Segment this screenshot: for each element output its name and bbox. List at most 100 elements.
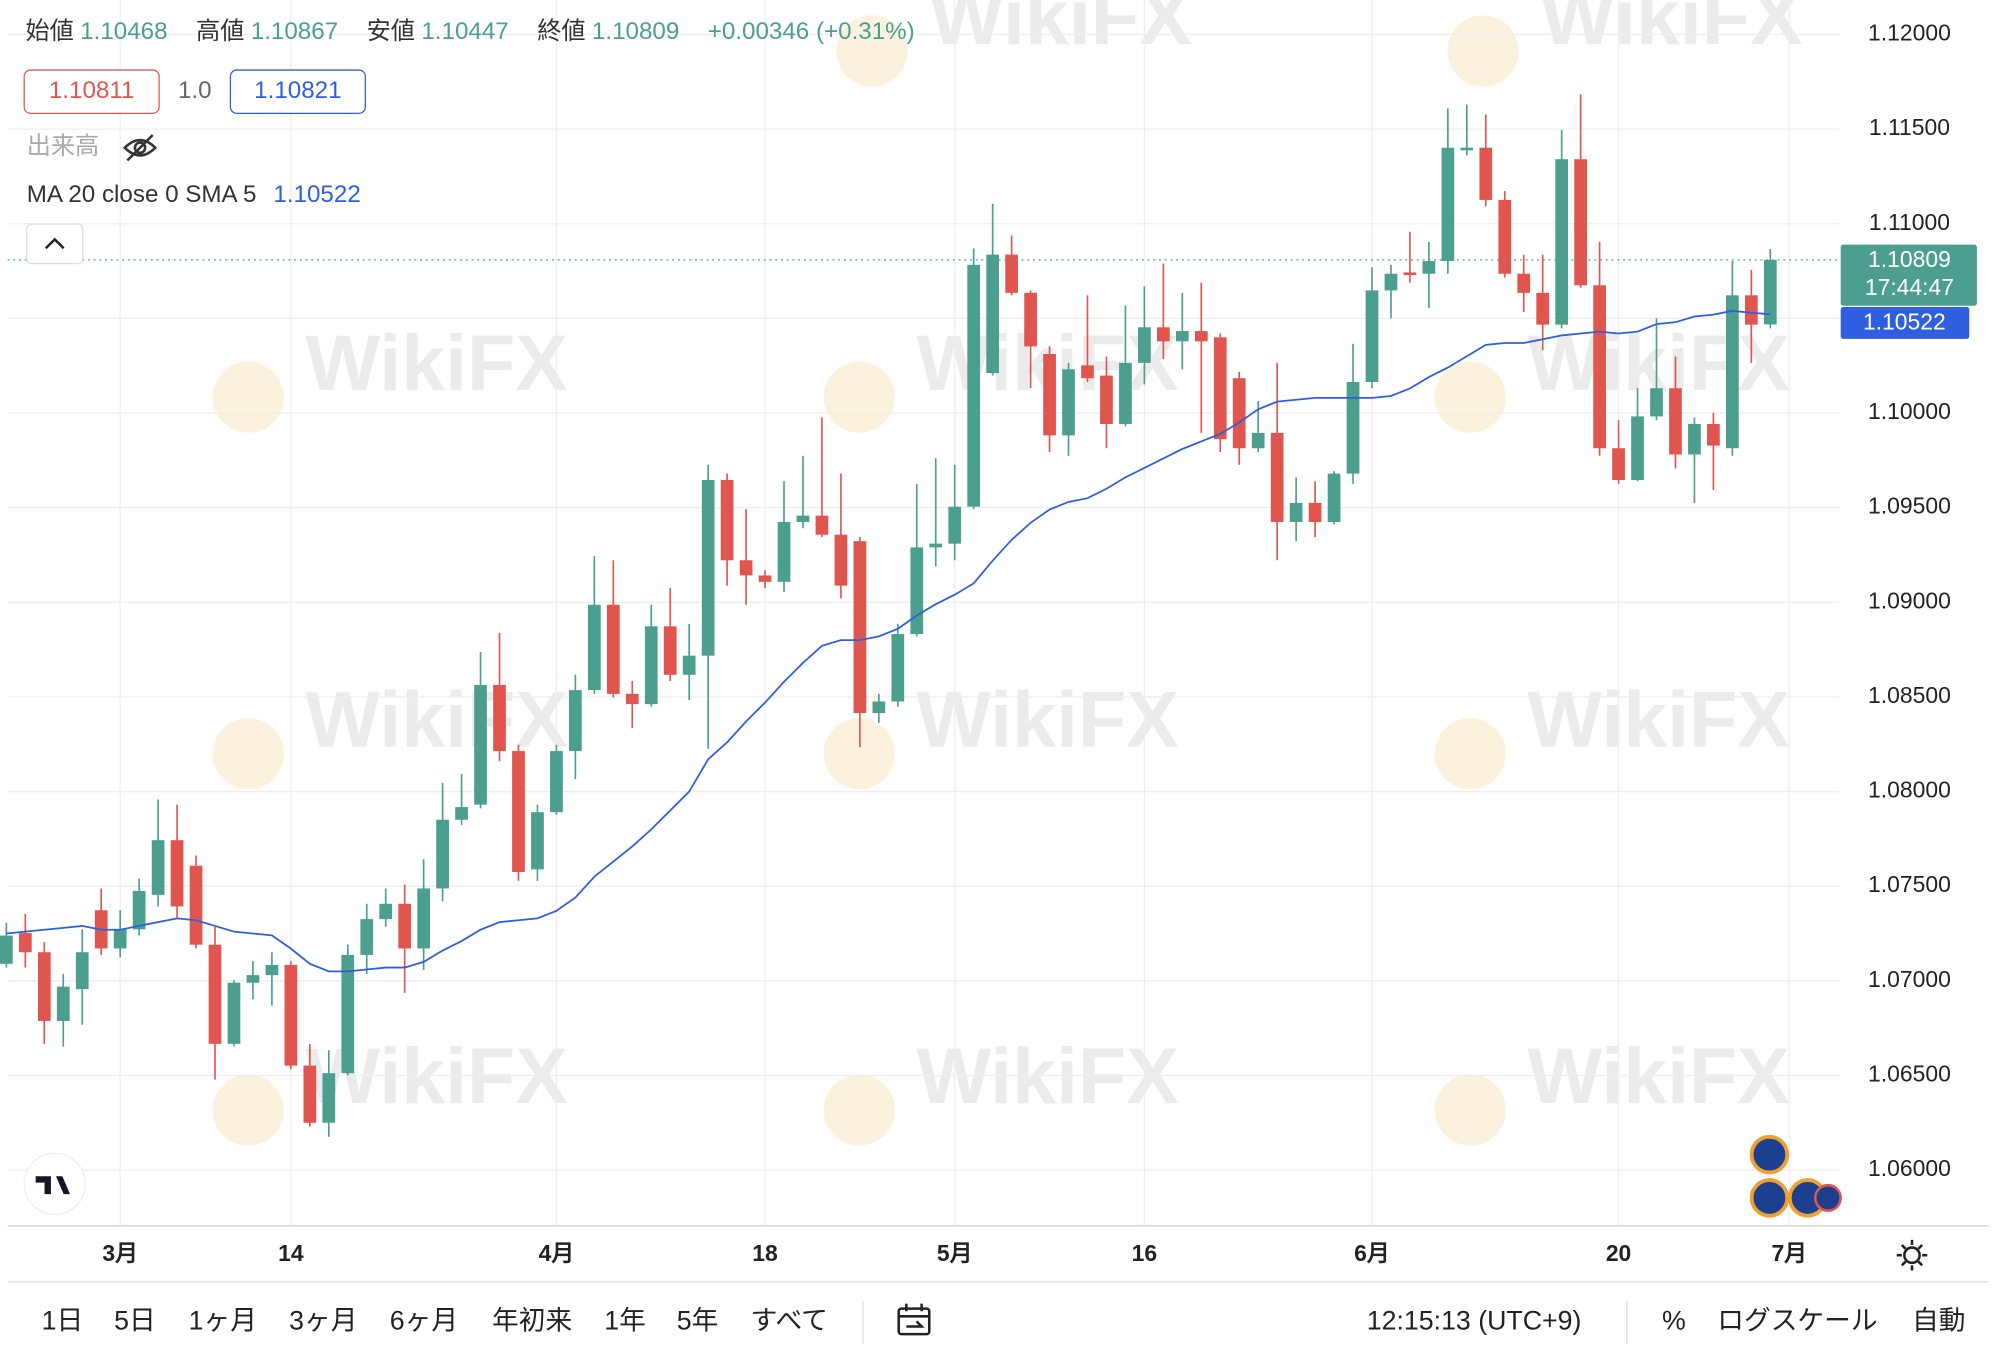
bottom-toolbar: 1日 5日 1ヶ月 3ヶ月 6ヶ月 年初来 1年 5年 すべて [42, 1306, 828, 1336]
sell-button[interactable] [23, 69, 160, 114]
candle-body [1744, 295, 1758, 325]
candle-body [872, 701, 886, 714]
range-button[interactable]: 年初来 [492, 1306, 572, 1336]
candle-body [227, 982, 241, 1044]
x-tick-label: 18 [752, 1240, 778, 1266]
watermark: WikiFX [1540, 0, 1802, 61]
candle-body [512, 751, 525, 872]
candle-body [1763, 259, 1777, 325]
range-button[interactable]: 1ヶ月 [189, 1306, 257, 1336]
collapse-icon [44, 237, 65, 250]
candle-body [569, 690, 582, 752]
plot [0, 94, 1840, 1137]
watermark-logo [1434, 718, 1506, 790]
x-tick-label: 16 [1132, 1240, 1157, 1266]
range-button[interactable]: 5日 [114, 1306, 156, 1336]
watermark: WikiFX [1528, 675, 1790, 763]
y-tick-label: 1.08500 [1868, 682, 1951, 708]
collapse-button[interactable] [26, 223, 84, 265]
candle-body [1536, 292, 1550, 325]
y-tick-label: 1.11000 [1869, 209, 1950, 235]
x-tick-label: 7月 [1771, 1240, 1807, 1266]
low-value: 1.10447 [421, 19, 508, 46]
candle-body [720, 480, 734, 561]
candle-body [1327, 473, 1341, 523]
candle-body [815, 515, 829, 535]
percent-toggle[interactable]: % [1662, 1306, 1686, 1336]
candle-body [322, 1073, 336, 1123]
candle-body [1251, 432, 1265, 449]
candle-body [682, 655, 696, 675]
candle-body [1574, 159, 1587, 286]
candle-body [1460, 147, 1474, 151]
candle-body [246, 975, 260, 983]
close-value: 1.10809 [592, 19, 679, 46]
log-scale-toggle[interactable]: ログスケール [1717, 1306, 1877, 1336]
candle-body [587, 604, 601, 691]
watermark-logo [1447, 15, 1519, 87]
candle-body [1517, 273, 1531, 293]
volume-label: 出来高 [27, 133, 100, 160]
range-button[interactable]: 1年 [604, 1306, 646, 1336]
candle-body [625, 693, 639, 705]
candle-body [1156, 327, 1170, 342]
candle-body [967, 264, 981, 507]
candle-body [1669, 388, 1682, 455]
candle-body [151, 840, 165, 895]
settings-icon[interactable] [1896, 1239, 1928, 1271]
candle-body [701, 480, 715, 656]
candle-body [18, 933, 32, 953]
candle-body [1270, 432, 1284, 523]
candle-body [113, 929, 127, 949]
range-button[interactable]: 1日 [42, 1306, 84, 1336]
candle-body [379, 903, 393, 920]
candle-body [1213, 337, 1227, 440]
date-range-icon[interactable] [897, 1303, 931, 1336]
sell-price[interactable]: 1.10811 [49, 77, 135, 104]
x-tick-label: 5月 [937, 1240, 973, 1266]
y-tick-label: 1.07500 [1868, 871, 1951, 897]
candle-body [1650, 388, 1663, 417]
candle-body [341, 954, 355, 1074]
hide-icon[interactable] [122, 134, 158, 162]
ma-name: MA 20 close 0 SMA 5 [27, 181, 257, 208]
clock: 12:15:13 (UTC+9) [1367, 1306, 1582, 1336]
candle-body [910, 547, 924, 635]
candle-body [853, 541, 867, 714]
watermark: WikiFX [306, 319, 568, 407]
auto-toggle[interactable]: 自動 [1912, 1306, 1965, 1336]
last-price-label: 1.10809 [1868, 246, 1951, 272]
range-button[interactable]: 3ヶ月 [289, 1306, 357, 1336]
candle-body [1555, 159, 1569, 325]
candle-body [1194, 331, 1208, 342]
buy-button[interactable] [229, 69, 366, 114]
candle-body [455, 807, 468, 820]
candle-body [1498, 199, 1512, 274]
candle-body [1403, 272, 1417, 276]
y-tick-label: 1.12000 [1868, 20, 1951, 46]
event-flags [1749, 1134, 1842, 1218]
watermark-logo [823, 1074, 895, 1146]
x-tick-label: 20 [1606, 1240, 1631, 1266]
watermark: WikiFX [917, 675, 1179, 763]
candle-body [1688, 424, 1701, 455]
candle-body [1631, 416, 1644, 481]
candle-body [284, 964, 298, 1066]
x-tick-label: 14 [278, 1240, 304, 1266]
range-button[interactable]: 6ヶ月 [390, 1306, 458, 1336]
watermark-logo [212, 361, 284, 433]
candle-body [1308, 502, 1322, 523]
candle-body [1289, 502, 1303, 523]
range-button[interactable]: すべて [751, 1306, 828, 1336]
candle-body [360, 919, 374, 955]
range-button[interactable]: 5年 [677, 1306, 719, 1336]
change-value: +0.00346 (+0.31%) [708, 19, 915, 46]
buy-price[interactable]: 1.10821 [254, 77, 341, 104]
candle-body [777, 522, 791, 582]
ohlc-legend: 始値 1.10468 高値 1.10867 安値 1.10447 終値 1.10… [25, 19, 914, 46]
candle-body [1365, 290, 1379, 382]
candle-body [644, 626, 658, 705]
